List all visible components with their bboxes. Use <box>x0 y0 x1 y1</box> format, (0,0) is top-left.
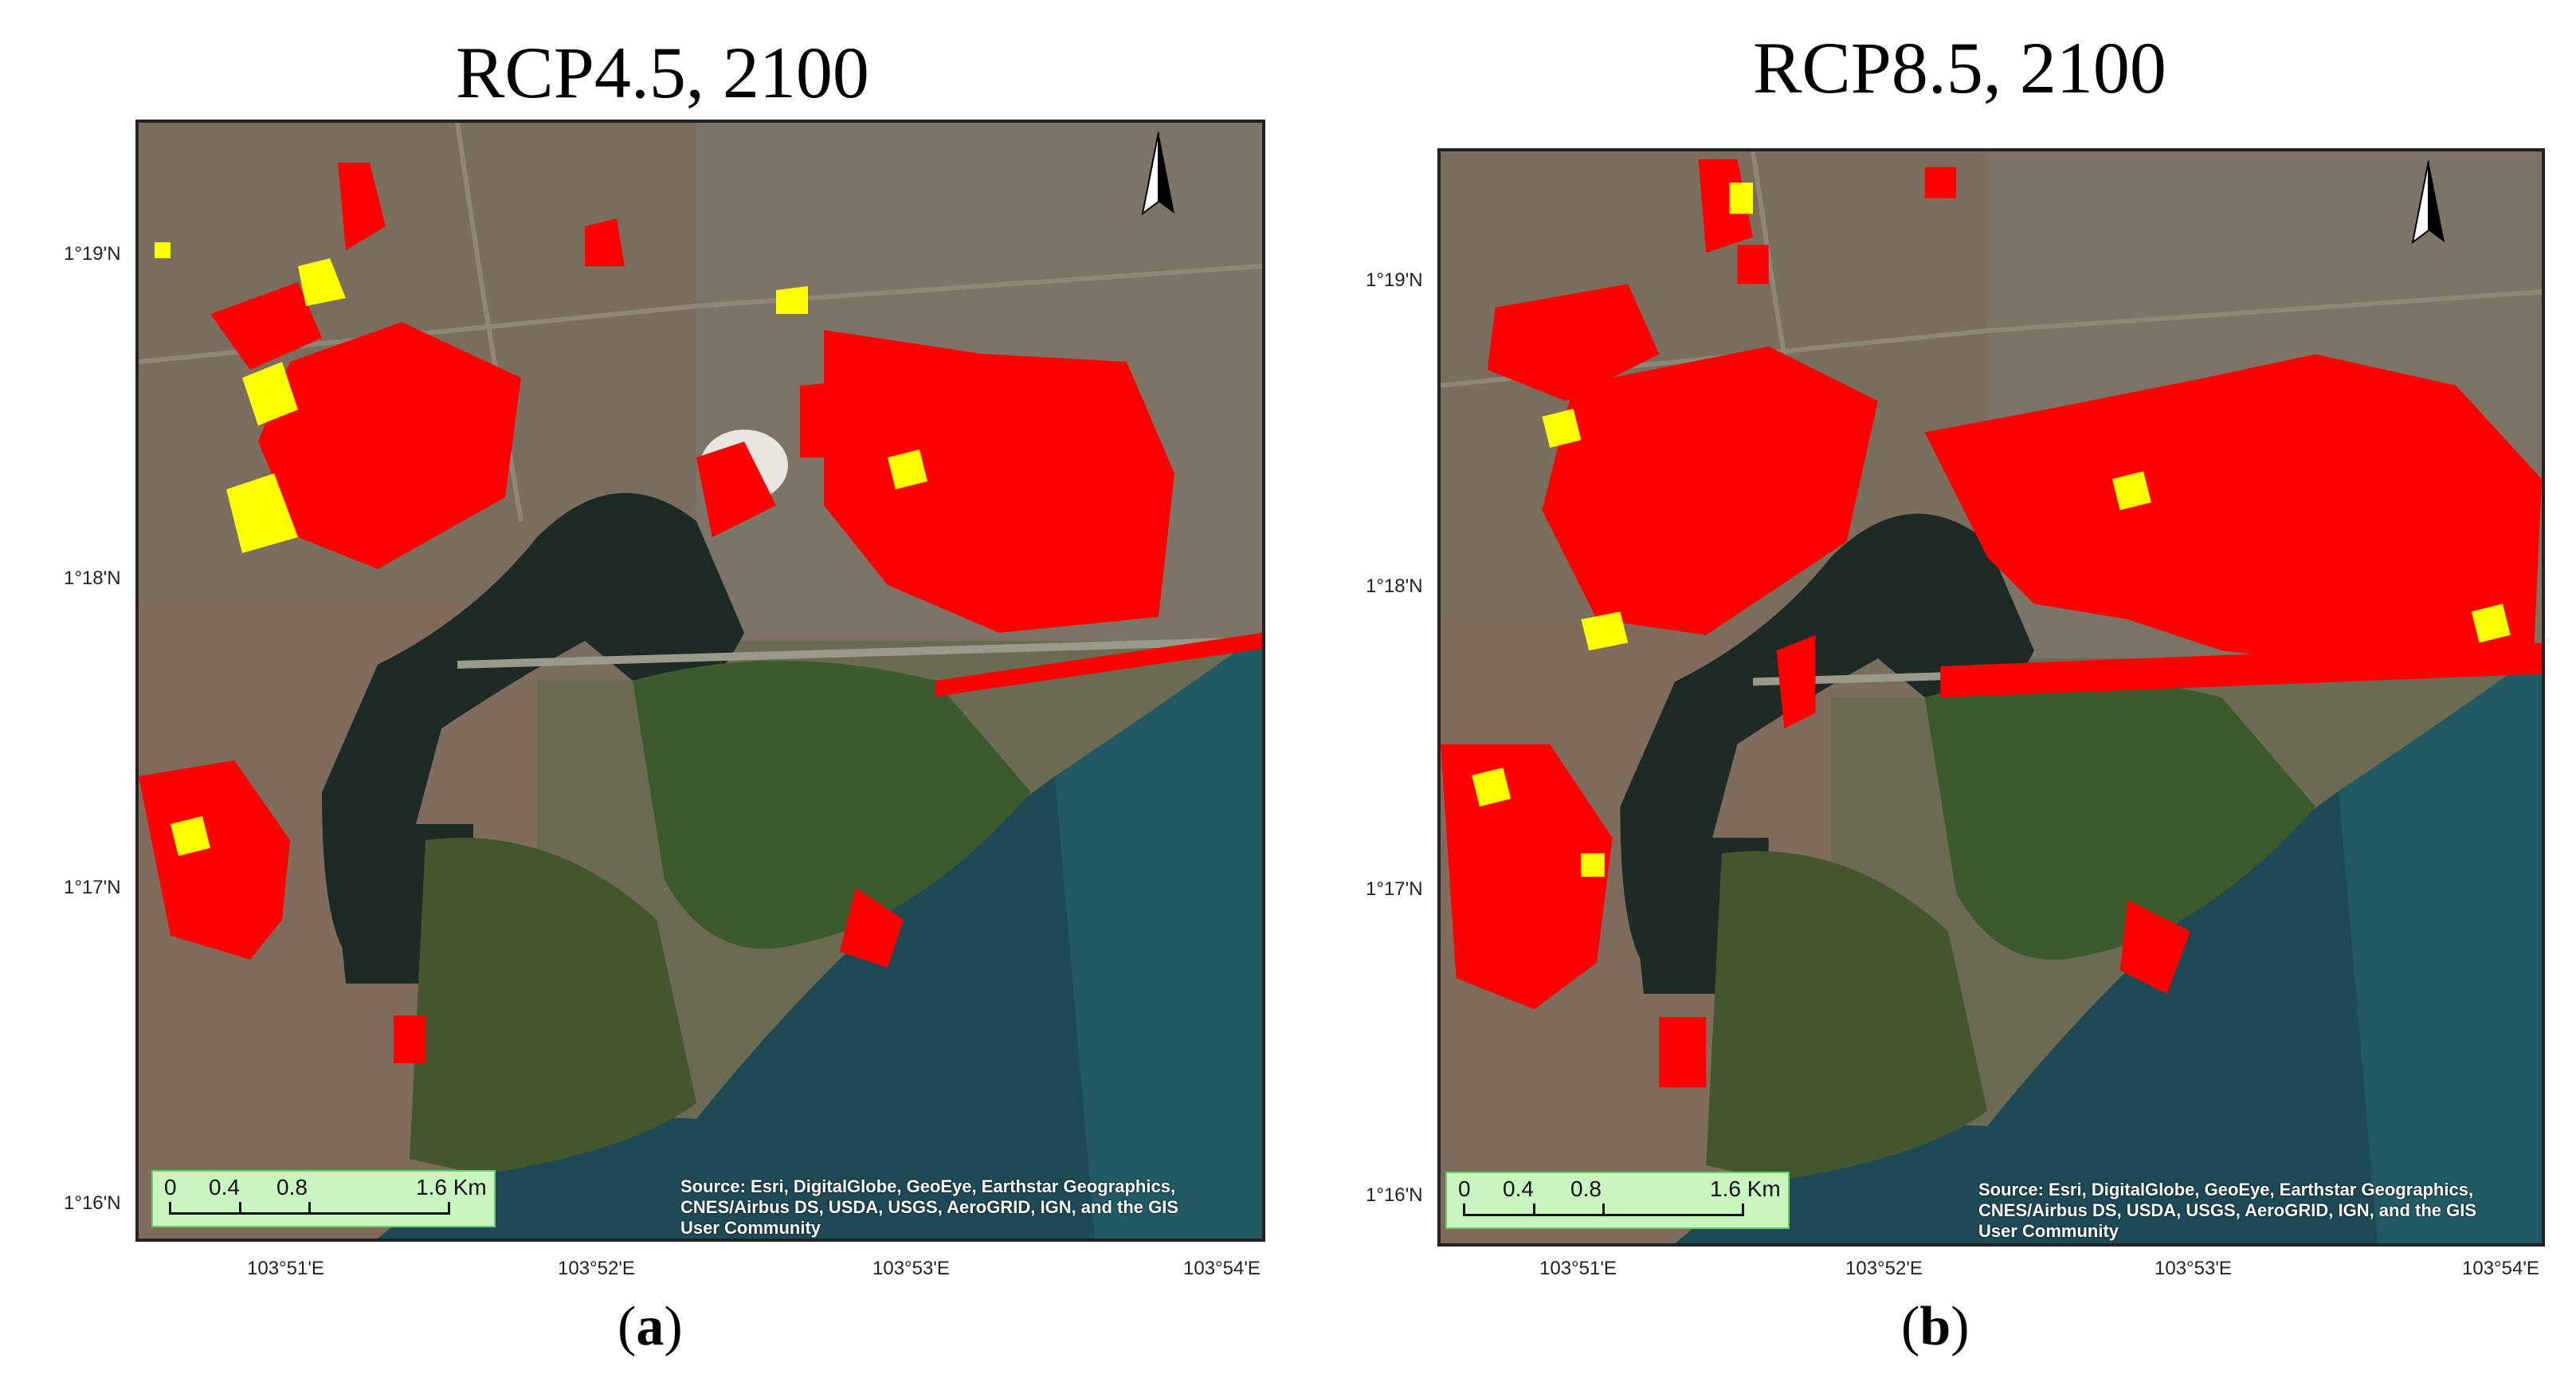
panel-b-flood-low <box>1472 183 2511 878</box>
scalebar-label-16: 1.6 Km <box>416 1175 487 1199</box>
scalebar-label-0: 0 <box>164 1175 177 1199</box>
panel-a-map-frame: 0 0.4 0.8 1.6 Km Source: Esri, DigitalGl… <box>135 120 1265 1242</box>
scalebar-label-08: 0.8 <box>276 1175 308 1199</box>
panel-b-map-frame: 0 0.4 0.8 1.6 Km Source: Esri, DigitalGl… <box>1437 148 2545 1247</box>
panel-b-lat-4: 1°16'N <box>1366 1184 1423 1206</box>
panel-b-lon-4: 103°54'E <box>2462 1258 2539 1279</box>
panel-a-lon-1: 103°51'E <box>247 1258 324 1279</box>
panel-a-scalebar: 0 0.4 0.8 1.6 Km <box>151 1170 496 1227</box>
panel-a-lat-4: 1°16'N <box>64 1192 121 1214</box>
panel-a-caption: (a) <box>618 1296 683 1357</box>
panel-b-scalebar: 0 0.4 0.8 1.6 Km <box>1445 1172 1790 1229</box>
scalebar-label-04: 0.4 <box>1503 1176 1534 1201</box>
panel-a-source-text: Source: Esri, DigitalGlobe, GeoEye, Eart… <box>680 1176 1179 1238</box>
panel-b-lon-3: 103°53'E <box>2155 1258 2232 1279</box>
scalebar-label-16: 1.6 Km <box>1710 1176 1781 1201</box>
panel-b-lon-2: 103°52'E <box>1845 1258 1923 1279</box>
north-arrow-icon <box>2411 160 2445 245</box>
panel-b-lat-3: 1°17'N <box>1366 878 1423 900</box>
panel-b-flood-high <box>1441 159 2542 1088</box>
panel-b-caption-letter: b <box>1919 1296 1951 1357</box>
panel-b-source-text: Source: Esri, DigitalGlobe, GeoEye, Eart… <box>1978 1180 2477 1241</box>
panel-a-caption-letter: a <box>636 1296 665 1357</box>
map-panel-b: RCP8.5, 2100 <box>1288 0 2576 1386</box>
panel-b-satellite-map <box>1441 151 2542 1243</box>
scalebar-label-0: 0 <box>1458 1176 1471 1201</box>
panel-b-caption: (b) <box>1901 1296 1970 1357</box>
panel-a-flood-low <box>155 242 927 856</box>
panel-a-satellite-map <box>139 123 1262 1239</box>
panel-b-lat-2: 1°18'N <box>1366 575 1423 597</box>
panel-a-lon-3: 103°53'E <box>872 1258 950 1279</box>
panel-b-lat-1: 1°19'N <box>1366 269 1423 291</box>
panel-a-lon-4: 103°54'E <box>1183 1258 1261 1279</box>
panel-a-lat-1: 1°19'N <box>64 243 121 265</box>
panel-b-lon-1: 103°51'E <box>1539 1258 1617 1279</box>
panel-a-title: RCP4.5, 2100 <box>456 32 869 113</box>
scalebar-label-08: 0.8 <box>1570 1176 1602 1201</box>
scalebar-label-04: 0.4 <box>209 1175 240 1199</box>
north-arrow-icon <box>1141 132 1174 216</box>
panel-a-lon-2: 103°52'E <box>558 1258 635 1279</box>
panel-a-lat-2: 1°18'N <box>64 567 121 589</box>
panel-b-title: RCP8.5, 2100 <box>1753 27 2166 108</box>
panel-a-lat-3: 1°17'N <box>64 877 121 898</box>
panel-a-flood-high <box>139 163 1262 1063</box>
map-panel-a: RCP4.5, 2100 <box>64 32 1265 1357</box>
